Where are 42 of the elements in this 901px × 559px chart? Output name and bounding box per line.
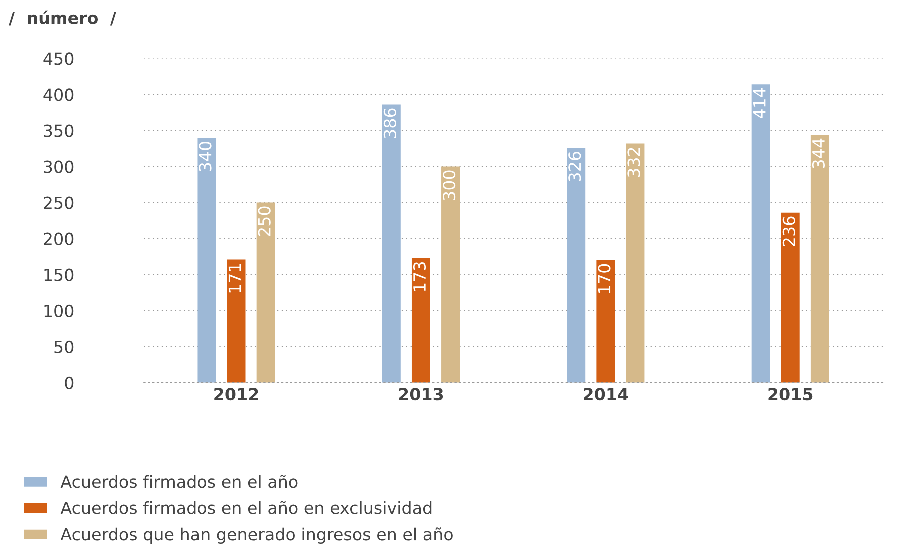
bar xyxy=(567,148,586,383)
x-tick-label: 2013 xyxy=(399,388,444,401)
legend-label: Acuerdos firmados en el año en exclusividad xyxy=(60,501,432,514)
data-label: 332 xyxy=(628,148,640,178)
y-tick-label: 450 xyxy=(44,52,74,66)
y-tick-label: 250 xyxy=(44,196,74,210)
y-tick-label: 50 xyxy=(54,340,74,354)
data-label: 326 xyxy=(568,152,582,182)
y-tick-label: 150 xyxy=(44,268,74,282)
data-label: 340 xyxy=(199,142,212,172)
data-label: 386 xyxy=(384,108,396,138)
data-label: 173 xyxy=(413,262,426,292)
legend-label: Acuerdos que han generado ingresos en el año xyxy=(60,528,453,544)
bar xyxy=(382,104,401,383)
x-tick-label: 2012 xyxy=(214,388,258,401)
y-tick-label: 400 xyxy=(44,88,74,102)
bar xyxy=(412,258,430,383)
bar xyxy=(227,260,246,383)
bar xyxy=(596,260,616,383)
data-label: 170 xyxy=(598,264,611,294)
data-label: 171 xyxy=(228,264,242,293)
bar xyxy=(752,84,770,383)
y-tick-label: 300 xyxy=(44,160,74,174)
bar xyxy=(781,212,800,383)
y-tick-label: 200 xyxy=(44,232,74,246)
bar xyxy=(442,166,460,383)
bar xyxy=(256,202,276,383)
bar xyxy=(810,135,830,383)
bar xyxy=(198,138,216,383)
y-tick-label: 100 xyxy=(44,304,74,318)
y-tick-label: 0 xyxy=(65,376,74,390)
data-label: 250 xyxy=(258,206,271,236)
data-label: 236 xyxy=(782,216,796,246)
y-axis-title: / número / xyxy=(9,10,116,26)
bar xyxy=(626,144,645,383)
x-tick-label: 2015 xyxy=(768,388,813,401)
y-tick-label: 350 xyxy=(44,124,74,138)
legend-label: Acuerdos firmados en el año xyxy=(60,475,298,488)
data-label: 300 xyxy=(443,170,456,200)
data-label: 344 xyxy=(812,138,826,168)
x-tick-label: 2014 xyxy=(584,388,628,401)
data-label: 414 xyxy=(754,88,766,119)
